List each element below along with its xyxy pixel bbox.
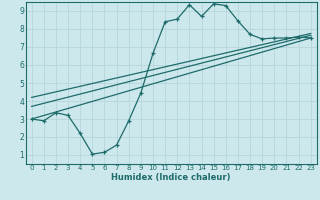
X-axis label: Humidex (Indice chaleur): Humidex (Indice chaleur) bbox=[111, 173, 231, 182]
